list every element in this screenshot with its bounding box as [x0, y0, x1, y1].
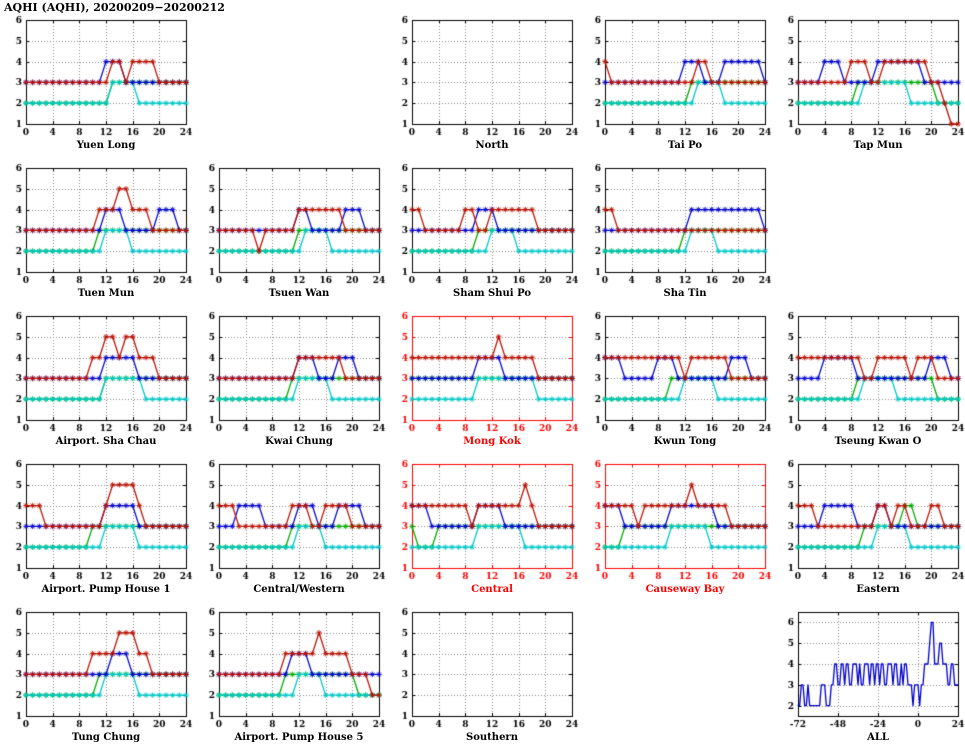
chart-plot-kwun-tong	[579, 310, 772, 438]
chart-all: ALL	[772, 606, 965, 743]
chart-title-central-western: Central/Western	[253, 584, 345, 595]
chart-kwun-tong: Kwun Tong	[579, 310, 772, 447]
chart-plot-all	[772, 606, 965, 734]
chart-title-airport-pump-house-5: Airport. Pump House 5	[234, 732, 364, 743]
chart-title-airport-sha-chau: Airport. Sha Chau	[55, 436, 157, 447]
chart-north: North	[386, 14, 579, 151]
chart-mong-kok: Mong Kok	[386, 310, 579, 447]
chart-title-kwai-chung: Kwai Chung	[265, 436, 333, 447]
chart-causeway-bay: Causeway Bay	[579, 458, 772, 595]
chart-tsuen-wan: Tsuen Wan	[193, 162, 386, 299]
chart-central-western: Central/Western	[193, 458, 386, 595]
chart-title-central: Central	[471, 584, 513, 595]
chart-airport-pump-house-5: Airport. Pump House 5	[193, 606, 386, 743]
chart-title-airport-pump-house-1: Airport. Pump House 1	[41, 584, 171, 595]
chart-title-tap-mun: Tap Mun	[853, 140, 903, 151]
chart-eastern: Eastern	[772, 458, 965, 595]
chart-plot-airport-pump-house-1	[0, 458, 193, 586]
chart-yuen-long: Yuen Long	[0, 14, 193, 151]
chart-title-tung-chung: Tung Chung	[71, 732, 141, 743]
chart-title-all: ALL	[867, 732, 889, 743]
chart-tuen-mun: Tuen Mun	[0, 162, 193, 299]
chart-plot-central	[386, 458, 579, 586]
chart-title-causeway-bay: Causeway Bay	[645, 584, 725, 595]
chart-plot-tseung-kwan-o	[772, 310, 965, 438]
chart-title-tseung-kwan-o: Tseung Kwan O	[834, 436, 922, 447]
chart-plot-tuen-mun	[0, 162, 193, 290]
chart-tseung-kwan-o: Tseung Kwan O	[772, 310, 965, 447]
chart-title-sham-shui-po: Sham Shui Po	[453, 288, 531, 299]
chart-title-yuen-long: Yuen Long	[76, 140, 136, 151]
page-title: AQHI (AQHI), 20200209−20200212	[4, 1, 225, 14]
chart-plot-eastern	[772, 458, 965, 586]
chart-plot-yuen-long	[0, 14, 193, 142]
chart-tap-mun: Tap Mun	[772, 14, 965, 151]
chart-plot-tap-mun	[772, 14, 965, 142]
chart-plot-tsuen-wan	[193, 162, 386, 290]
chart-plot-north	[386, 14, 579, 142]
chart-plot-kwai-chung	[193, 310, 386, 438]
chart-central: Central	[386, 458, 579, 595]
chart-tai-po: Tai Po	[579, 14, 772, 151]
chart-kwai-chung: Kwai Chung	[193, 310, 386, 447]
chart-title-mong-kok: Mong Kok	[463, 436, 521, 447]
chart-plot-southern	[386, 606, 579, 734]
chart-plot-central-western	[193, 458, 386, 586]
chart-plot-tai-po	[579, 14, 772, 142]
chart-title-tuen-mun: Tuen Mun	[77, 288, 135, 299]
chart-airport-sha-chau: Airport. Sha Chau	[0, 310, 193, 447]
chart-title-north: North	[475, 140, 509, 151]
chart-airport-pump-house-1: Airport. Pump House 1	[0, 458, 193, 595]
chart-southern: Southern	[386, 606, 579, 743]
chart-sham-shui-po: Sham Shui Po	[386, 162, 579, 299]
chart-plot-causeway-bay	[579, 458, 772, 586]
chart-title-kwun-tong: Kwun Tong	[653, 436, 717, 447]
chart-title-southern: Southern	[466, 732, 518, 743]
chart-sha-tin: Sha Tin	[579, 162, 772, 299]
chart-plot-sham-shui-po	[386, 162, 579, 290]
chart-title-sha-tin: Sha Tin	[663, 288, 707, 299]
chart-title-tai-po: Tai Po	[667, 140, 703, 151]
chart-plot-mong-kok	[386, 310, 579, 438]
chart-plot-airport-sha-chau	[0, 310, 193, 438]
chart-title-eastern: Eastern	[856, 584, 900, 595]
chart-tung-chung: Tung Chung	[0, 606, 193, 743]
chart-plot-airport-pump-house-5	[193, 606, 386, 734]
chart-plot-tung-chung	[0, 606, 193, 734]
chart-plot-sha-tin	[579, 162, 772, 290]
chart-title-tsuen-wan: Tsuen Wan	[268, 288, 330, 299]
